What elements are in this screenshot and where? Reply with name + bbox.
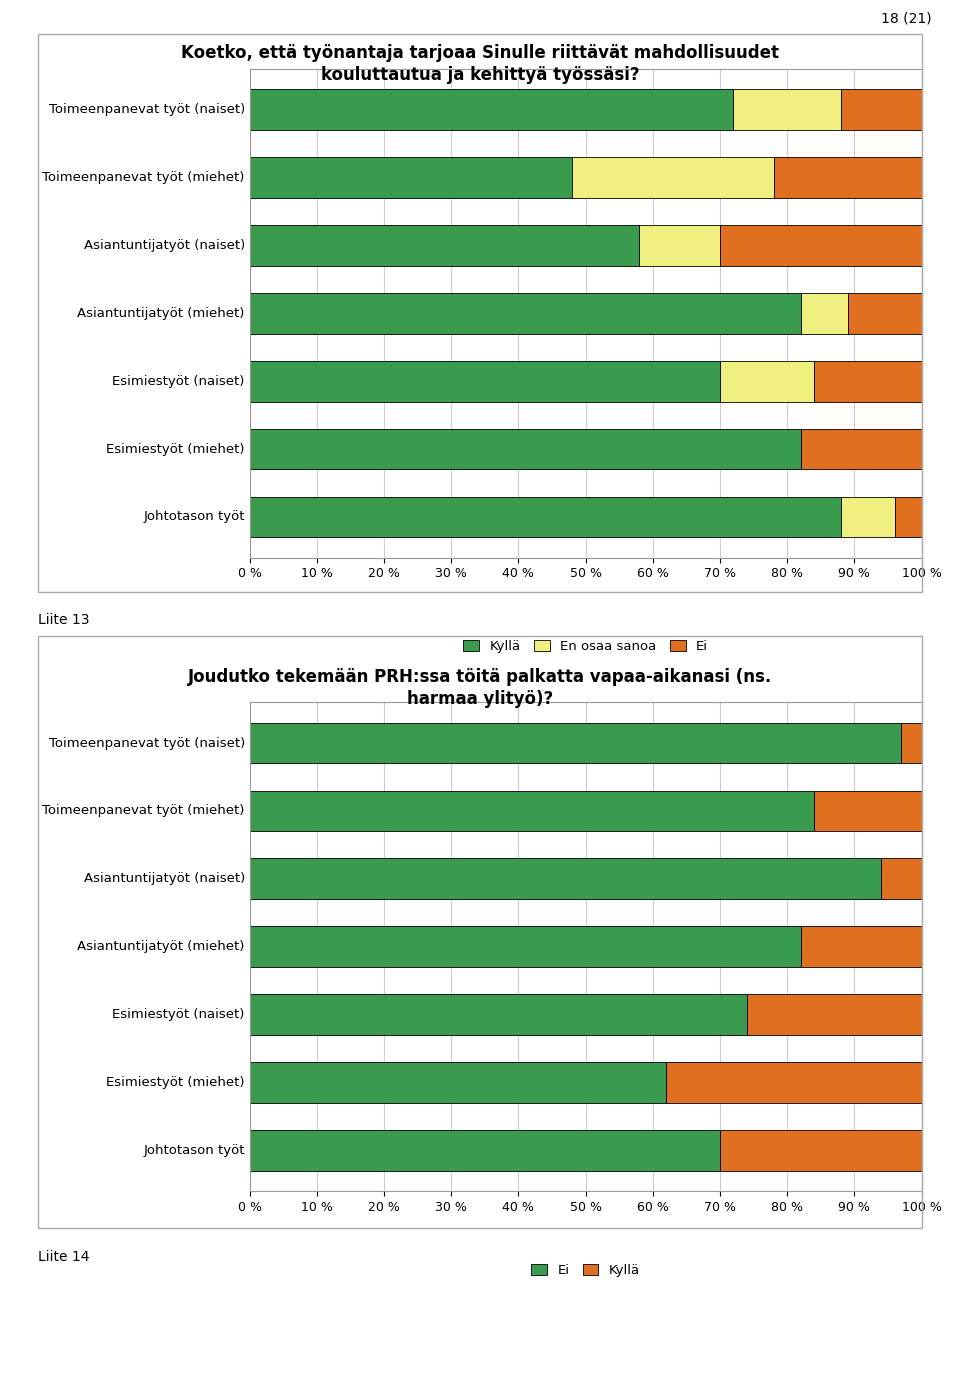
Text: Esimiestyöt (miehet): Esimiestyöt (miehet) [107, 442, 245, 456]
Bar [901, 723, 922, 763]
Text: 18 (21): 18 (21) [880, 11, 931, 25]
Bar [720, 224, 922, 266]
Bar [733, 90, 841, 129]
Bar [801, 293, 848, 333]
Bar [841, 90, 922, 129]
Text: Asiantuntijatyöt (miehet): Asiantuntijatyöt (miehet) [78, 307, 245, 319]
Text: kouluttautua ja kehittyä työssäsi?: kouluttautua ja kehittyä työssäsi? [321, 66, 639, 84]
Text: Toimeenpanevat työt (miehet): Toimeenpanevat työt (miehet) [42, 804, 245, 818]
Bar [639, 224, 720, 266]
Bar [250, 428, 801, 470]
Legend: Kyllä, En osaa sanoa, Ei: Kyllä, En osaa sanoa, Ei [458, 635, 713, 658]
Bar [881, 858, 922, 899]
Bar [250, 361, 720, 402]
Bar [841, 497, 895, 537]
Bar [250, 293, 801, 333]
Text: Liite 13: Liite 13 [38, 613, 90, 627]
Text: Liite 14: Liite 14 [38, 1250, 90, 1264]
Bar [801, 428, 922, 470]
Text: Asiantuntijatyöt (miehet): Asiantuntijatyöt (miehet) [78, 940, 245, 953]
Bar [250, 157, 572, 198]
Text: Joudutko tekemään PRH:ssa töitä palkatta vapaa-aikanasi (ns.: Joudutko tekemään PRH:ssa töitä palkatta… [188, 668, 772, 686]
Text: Johtotason työt: Johtotason työt [143, 511, 245, 523]
Bar [250, 790, 814, 832]
Bar [814, 790, 922, 832]
Legend: Ei, Kyllä: Ei, Kyllä [526, 1259, 645, 1282]
Text: Toimeenpanevat työt (miehet): Toimeenpanevat työt (miehet) [42, 171, 245, 185]
Bar [895, 497, 922, 537]
Bar [250, 858, 881, 899]
Text: Asiantuntijatyöt (naiset): Asiantuntijatyöt (naiset) [84, 238, 245, 252]
Bar [666, 1062, 922, 1103]
Bar [250, 927, 801, 967]
Bar [720, 1131, 922, 1170]
Text: Toimeenpanevat työt (naiset): Toimeenpanevat työt (naiset) [49, 737, 245, 749]
Text: Koetko, että työnantaja tarjoaa Sinulle riittävät mahdollisuudet: Koetko, että työnantaja tarjoaa Sinulle … [181, 44, 779, 62]
Bar [848, 293, 922, 333]
Text: Esimiestyöt (naiset): Esimiestyöt (naiset) [112, 1008, 245, 1022]
Bar [250, 1062, 666, 1103]
Bar [720, 361, 814, 402]
Bar [572, 157, 774, 198]
Bar [801, 927, 922, 967]
Text: Johtotason työt: Johtotason työt [143, 1144, 245, 1157]
Bar [250, 224, 639, 266]
Bar [774, 157, 922, 198]
Bar [250, 90, 733, 129]
Text: Asiantuntijatyöt (naiset): Asiantuntijatyöt (naiset) [84, 872, 245, 885]
Text: Toimeenpanevat työt (naiset): Toimeenpanevat työt (naiset) [49, 103, 245, 116]
Bar [250, 723, 901, 763]
Bar [250, 994, 747, 1036]
Bar [250, 497, 841, 537]
Text: Esimiestyöt (naiset): Esimiestyöt (naiset) [112, 375, 245, 388]
Text: harmaa ylityö)?: harmaa ylityö)? [407, 690, 553, 708]
Text: Esimiestyöt (miehet): Esimiestyöt (miehet) [107, 1075, 245, 1089]
Bar [814, 361, 922, 402]
Bar [250, 1131, 720, 1170]
Bar [747, 994, 922, 1036]
